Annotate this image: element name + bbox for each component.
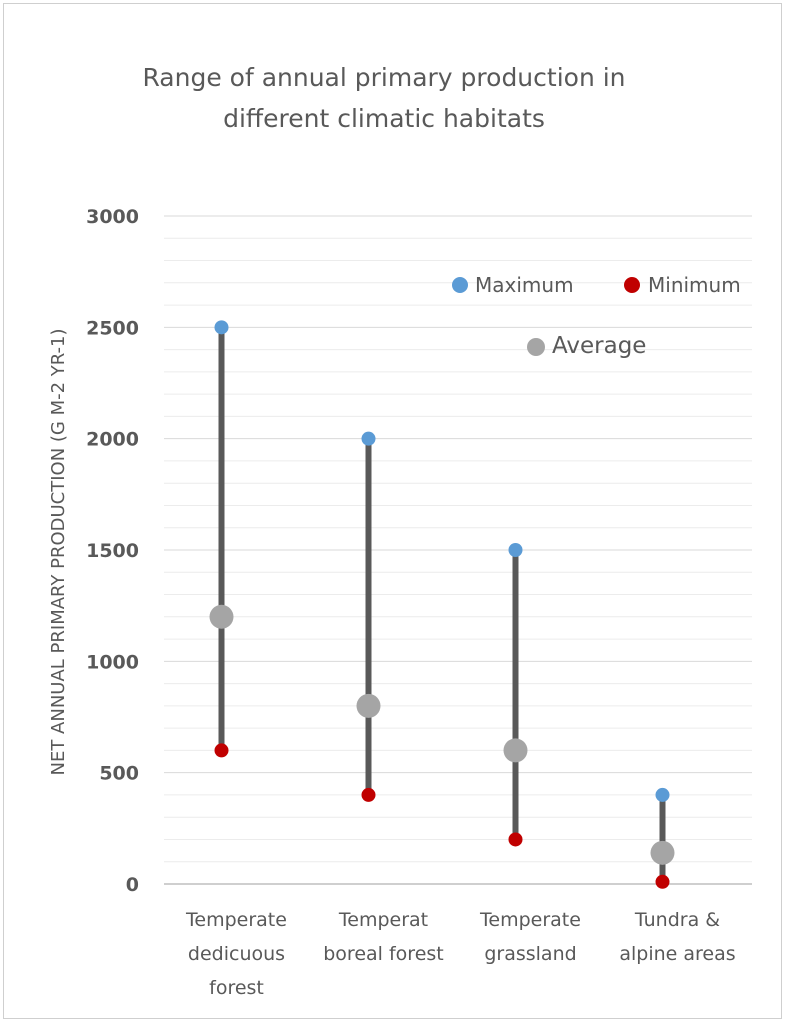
y-tick-label: 3000 xyxy=(86,206,139,228)
average-point xyxy=(503,738,528,763)
legend: Maximum Minimum Average xyxy=(452,273,741,359)
min-point xyxy=(361,787,376,802)
min-point xyxy=(655,874,670,889)
y-tick-label: 2000 xyxy=(86,429,139,451)
x-category-label: Temperate xyxy=(185,909,287,931)
legend-label: Maximum xyxy=(475,273,574,297)
chart-title: Range of annual primary production in di… xyxy=(142,63,625,133)
x-category-label: boreal forest xyxy=(323,943,443,965)
average-point xyxy=(209,604,234,629)
x-category-label: dedicuous xyxy=(188,943,285,965)
y-tick-label: 1000 xyxy=(86,651,139,673)
legend-label: Minimum xyxy=(648,273,741,297)
y-axis-ticks: 0 500 1000 1500 2000 2500 3000 xyxy=(86,206,139,896)
chart-title-line-2: different climatic habitats xyxy=(223,104,545,133)
legend-marker xyxy=(527,338,545,356)
x-category-label: Tundra & xyxy=(634,909,720,931)
x-category-label: alpine areas xyxy=(619,943,735,965)
x-axis-categories: Temperate dedicuous forest Temperat boreal f… xyxy=(185,909,736,999)
x-category-label: Temperate xyxy=(479,909,581,931)
average-point xyxy=(356,693,381,718)
max-point xyxy=(655,787,670,802)
y-tick-label: 500 xyxy=(99,763,139,785)
y-axis-label: NET ANNUAL PRIMARY PRODUCTION (G M-2 YR-… xyxy=(48,328,69,775)
min-point xyxy=(214,743,229,758)
max-point xyxy=(214,320,229,335)
y-tick-label: 0 xyxy=(126,874,139,896)
legend-label: Average xyxy=(552,333,646,359)
y-tick-label: 2500 xyxy=(86,317,139,339)
gridlines xyxy=(164,215,752,885)
chart-title-line-1: Range of annual primary production in xyxy=(142,63,625,92)
legend-marker xyxy=(624,277,640,293)
legend-marker xyxy=(452,277,468,293)
min-point xyxy=(508,832,523,847)
average-point xyxy=(650,840,675,865)
range-lines xyxy=(218,327,666,882)
x-category-label: grassland xyxy=(484,943,576,965)
data-points xyxy=(209,320,675,889)
x-category-label: forest xyxy=(209,977,264,999)
max-point xyxy=(508,543,523,557)
max-point xyxy=(361,431,376,446)
y-tick-label: 1500 xyxy=(86,540,139,562)
x-category-label: Temperat xyxy=(338,909,428,931)
